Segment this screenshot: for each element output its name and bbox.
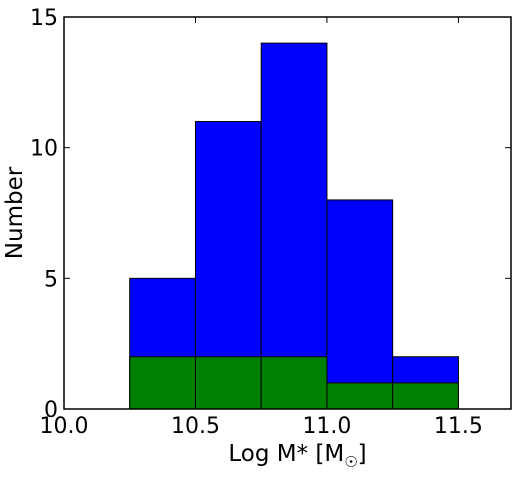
y-tick-label: 10 — [30, 137, 58, 162]
histogram-bar — [129, 356, 196, 410]
histogram-bar — [326, 199, 394, 410]
y-axis-label: Number — [2, 166, 28, 259]
ticks-layer: 10.0 10.5 11.0 11.5 0 5 10 15 — [30, 6, 511, 439]
histogram-bar — [260, 356, 328, 410]
histogram-bar — [326, 382, 394, 410]
bars-layer — [129, 42, 459, 410]
histogram-bar — [194, 356, 262, 410]
histogram-bar — [392, 382, 459, 410]
x-axis-label-close: ] — [358, 441, 367, 467]
x-tick-label: 11.0 — [302, 414, 351, 439]
x-axis-label-sun-symbol: ☉ — [344, 453, 357, 471]
y-tick-label: 15 — [30, 6, 58, 31]
y-tick-label: 0 — [44, 398, 58, 423]
x-tick-label: 10.0 — [40, 414, 89, 439]
plot-frame — [63, 16, 512, 410]
x-axis-label-main: Log M* [M — [228, 441, 344, 467]
x-tick-label: 11.5 — [434, 414, 483, 439]
x-axis-label: Log M* [M☉] — [228, 441, 366, 471]
histogram-bar — [260, 42, 328, 410]
x-tick-label: 10.5 — [171, 414, 220, 439]
y-tick-label: 5 — [44, 267, 58, 292]
